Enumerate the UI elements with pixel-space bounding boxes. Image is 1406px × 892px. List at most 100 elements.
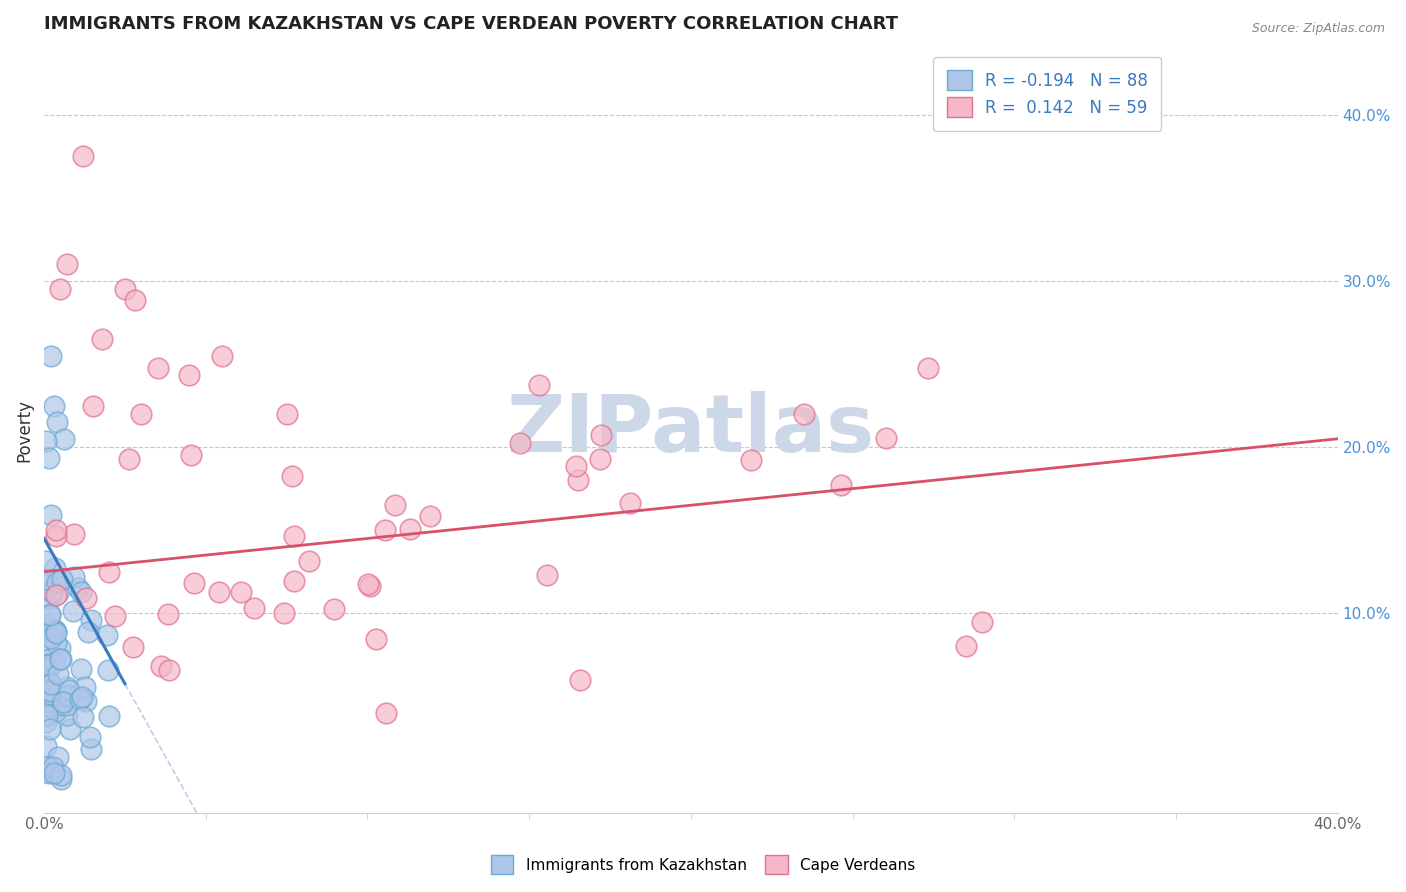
Legend: R = -0.194   N = 88, R =  0.142   N = 59: R = -0.194 N = 88, R = 0.142 N = 59 <box>934 57 1161 131</box>
Point <box>41 687 63 701</box>
Point <box>35 714 58 729</box>
Point <box>569 673 592 688</box>
Point <box>283 574 305 588</box>
Point <box>45 636 67 650</box>
Point <box>37 708 59 723</box>
Point <box>830 478 852 492</box>
Point <box>356 577 378 591</box>
Point <box>67 581 90 595</box>
Point <box>45 524 67 538</box>
Point <box>51 772 73 787</box>
Point <box>35 577 58 591</box>
Point <box>75 681 97 695</box>
Point <box>157 663 180 677</box>
Point <box>98 709 121 723</box>
Point <box>156 607 179 622</box>
Point <box>35 667 58 681</box>
Point <box>183 576 205 591</box>
Point <box>42 760 65 774</box>
Point <box>44 705 66 719</box>
Point <box>39 591 62 606</box>
Point <box>35 641 58 656</box>
Point <box>46 575 69 590</box>
Point <box>231 585 253 599</box>
Point <box>41 585 63 599</box>
Point <box>419 508 441 523</box>
Point <box>72 710 94 724</box>
Point <box>70 661 93 675</box>
Point <box>740 452 762 467</box>
Point <box>39 583 62 598</box>
Point <box>283 529 305 543</box>
Point <box>62 605 84 619</box>
Point <box>46 666 69 681</box>
Point <box>52 432 75 446</box>
Point <box>75 591 97 606</box>
Point <box>38 651 60 665</box>
Point <box>793 407 815 421</box>
Point <box>46 586 69 600</box>
Point <box>364 632 387 646</box>
Point <box>51 572 73 586</box>
Point <box>970 615 993 629</box>
Text: Source: ZipAtlas.com: Source: ZipAtlas.com <box>1251 22 1385 36</box>
Point <box>80 613 103 627</box>
Point <box>35 764 58 779</box>
Point <box>118 452 141 467</box>
Point <box>44 561 66 575</box>
Point <box>45 626 67 640</box>
Point <box>69 692 91 706</box>
Point <box>104 608 127 623</box>
Point <box>146 361 169 376</box>
Point <box>45 588 67 602</box>
Point <box>955 640 977 654</box>
Point <box>45 624 67 639</box>
Point <box>46 415 69 429</box>
Point <box>63 526 86 541</box>
Point <box>37 760 59 774</box>
Point <box>44 623 66 637</box>
Point <box>619 496 641 510</box>
Text: ZIPatlas: ZIPatlas <box>506 392 875 469</box>
Point <box>38 624 60 639</box>
Point <box>77 625 100 640</box>
Point <box>98 565 121 579</box>
Point <box>39 687 62 701</box>
Point <box>273 606 295 620</box>
Point <box>374 706 396 720</box>
Point <box>564 458 586 473</box>
Point <box>70 690 93 704</box>
Point <box>49 640 72 655</box>
Point <box>41 677 63 691</box>
Point <box>46 749 69 764</box>
Point <box>49 652 72 666</box>
Point <box>39 508 62 523</box>
Point <box>589 428 612 442</box>
Point <box>35 739 58 754</box>
Point <box>122 640 145 654</box>
Point <box>124 293 146 308</box>
Point <box>42 399 65 413</box>
Point <box>38 699 60 714</box>
Point <box>75 693 97 707</box>
Point <box>38 450 60 465</box>
Point <box>39 607 62 621</box>
Point <box>38 766 60 780</box>
Point <box>49 282 72 296</box>
Point <box>52 695 75 709</box>
Point <box>70 584 93 599</box>
Point <box>39 696 62 710</box>
Point <box>399 523 422 537</box>
Point <box>63 570 86 584</box>
Point <box>56 680 79 694</box>
Point <box>41 764 63 778</box>
Point <box>42 623 65 637</box>
Point <box>59 722 82 736</box>
Point <box>42 766 65 780</box>
Point <box>180 448 202 462</box>
Point <box>536 568 558 582</box>
Point <box>509 435 531 450</box>
Point <box>97 663 120 677</box>
Point <box>567 473 589 487</box>
Point <box>49 651 72 665</box>
